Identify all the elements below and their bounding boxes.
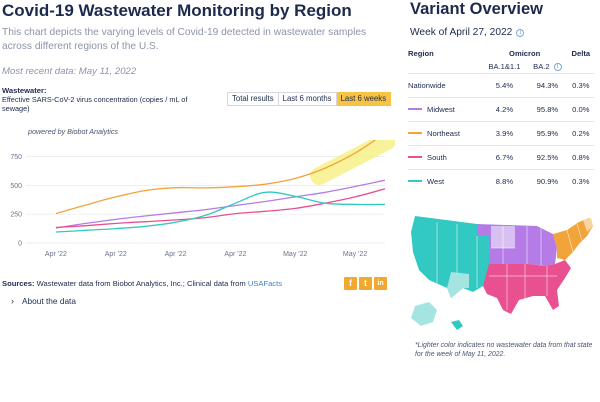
variant-row: West 8.8% 90.9% 0.3% [408,168,594,193]
variant-table: Region Omicron Delta BA.1&1.1 BA.2 i Nati… [408,46,594,193]
ba1-cell: 3.9% [481,120,528,145]
y-tick-label: 750 [10,154,22,161]
series-line-south [55,188,386,229]
ba1-cell: 5.4% [481,72,528,97]
y-tick-label: 0 [18,241,22,248]
variant-region-cell: South [408,144,482,169]
omicron-header: Omicron [509,48,541,58]
x-tick-label: Apr '22 [105,251,127,258]
sources-text: Wastewater data from Biobot Analytics, I… [36,279,246,288]
west-no-data-region [447,272,469,298]
x-tick-label: Apr '22 [165,251,187,258]
total-results-button[interactable]: Total results [227,92,279,106]
ba1-cell: 6.7% [481,144,528,169]
highlight-glow [310,140,395,186]
series-line-midwest [55,179,386,229]
delta-cell: 0.3% [567,168,594,193]
wastewater-panel: Covid-19 Wastewater Monitoring by Region… [2,1,395,306]
region-name: West [427,176,445,186]
twitter-icon[interactable]: t [359,277,372,290]
facebook-icon[interactable]: f [344,277,357,290]
x-tick-label: May '22 [343,251,367,258]
sources-line: Sources: Wastewater data from Biobot Ana… [2,279,282,288]
delta-cell: 0.0% [567,96,594,121]
variant-region-cell: Nationwide [408,72,482,97]
x-tick-label: Apr '22 [224,251,246,258]
delta-header: Delta [571,48,591,58]
variant-row: Midwest 4.2% 95.8% 0.0% [408,96,594,121]
x-tick-label: Apr '22 [45,251,67,258]
variant-panel: Variant Overview Week of April 27, 2022 i… [400,0,600,402]
delta-cell: 0.8% [567,144,594,169]
last-6-months-button[interactable]: Last 6 months [278,92,337,106]
usafacts-link[interactable]: USAFacts [247,279,282,288]
variant-title: Variant Overview [410,0,543,18]
chevron-right-icon: › [11,296,14,306]
region-swatch [408,156,422,158]
northeast-region [553,218,593,260]
northeast-no-data-region [583,218,593,232]
recent-data-label: Most recent data: May 11, 2022 [2,66,137,77]
info-icon[interactable]: i [516,29,525,37]
region-name: Nationwide [408,80,446,90]
delta-cell: 0.2% [567,120,594,145]
x-tick-label: May '22 [283,251,307,258]
ba1-cell: 4.2% [481,96,528,121]
linkedin-icon[interactable]: in [374,277,387,290]
chart-description: This chart depicts the varying levels of… [2,27,367,52]
ba1-cell: 8.8% [481,168,528,193]
ba2-cell: 92.5% [527,144,568,169]
region-swatch [408,180,422,182]
variant-region-cell: West [408,168,482,193]
y-tick-label: 500 [10,183,22,190]
ba1-header: BA.1&1.1 [488,61,521,71]
region-name: Northeast [427,128,460,138]
midwest-region [477,224,557,266]
state-borders [436,222,584,310]
last-6-weeks-button[interactable]: Last 6 weeks [336,92,392,106]
alaska-region [411,302,437,326]
ba2-header: BA.2 i [527,60,567,73]
us-region-map [411,216,593,330]
ba2-cell: 95.8% [527,96,568,121]
variant-row: Nationwide 5.4% 94.3% 0.3% [408,72,594,97]
powered-by-label: powered by Biobot Analytics [28,127,119,136]
variant-week: Week of April 27, 2022 i [410,27,525,38]
variant-region-cell: Northeast [408,120,482,145]
sources-label: Sources: [2,279,35,288]
time-range-toggle: Total results Last 6 months Last 6 weeks [227,92,392,106]
region-swatch [408,108,422,110]
about-the-data-label: About the data [22,296,76,306]
region-header: Region [408,48,434,58]
variant-region-cell: Midwest [408,96,482,121]
region-name: Midwest [427,104,455,114]
delta-cell: 0.3% [567,72,594,97]
wastewater-label: Wastewater: [2,86,47,95]
ba2-cell: 94.3% [527,72,568,97]
series-line-west [55,191,386,233]
region-swatch [408,132,422,134]
about-the-data-toggle[interactable]: › About the data [11,296,76,306]
region-name: South [427,152,447,162]
hawaii-region [451,320,463,330]
wastewater-line-chart: 0 250 500 750 Apr '22 Apr '22 Apr '22 Apr '22 Ma… [10,140,395,258]
variant-week-label: Week of April 27, 2022 [410,27,513,38]
info-icon[interactable]: i [553,62,562,71]
wastewater-units: Effective SARS-CoV-2 virus concentration… [2,95,188,113]
ba2-cell: 90.9% [527,168,568,193]
series-line-northeast [55,140,377,215]
map-note: *Lighter color indicates no wastewater d… [415,342,593,358]
south-region [483,260,571,314]
variant-row: South 6.7% 92.5% 0.8% [408,144,594,169]
variant-row: Northeast 3.9% 95.9% 0.2% [408,120,594,145]
y-tick-label: 250 [10,212,22,219]
ba2-cell: 95.9% [527,120,568,145]
west-region [411,216,489,298]
page-title: Covid-19 Wastewater Monitoring by Region [2,1,352,20]
